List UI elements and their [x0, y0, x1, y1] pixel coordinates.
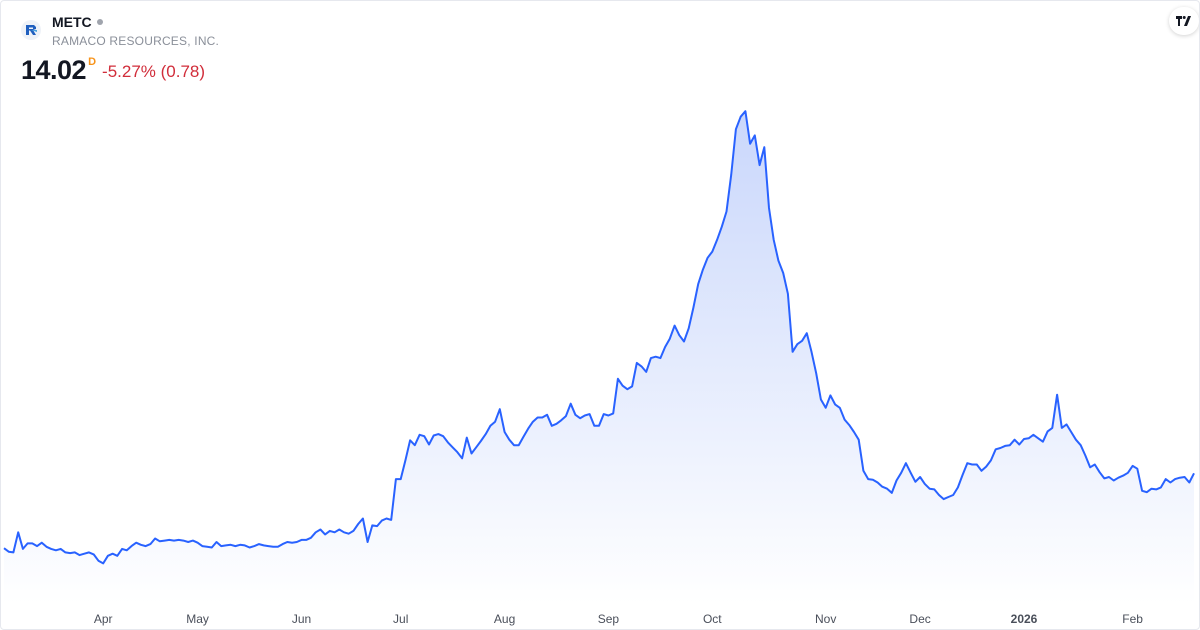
market-status-dot-icon	[96, 19, 103, 25]
price-area-fill	[4, 111, 1194, 604]
ramaco-logo-icon	[21, 20, 41, 40]
x-tick-label: Aug	[494, 612, 515, 626]
x-tick-label: Sep	[598, 612, 620, 626]
price-line[interactable]	[3, 110, 1195, 565]
x-tick-label: May	[186, 612, 209, 626]
x-tick-label: Jul	[393, 612, 408, 626]
price-row: 14.02 D -5.27% (0.78)	[21, 55, 205, 86]
tradingview-logo-icon[interactable]	[1169, 7, 1199, 35]
x-tick-label: Oct	[703, 612, 722, 626]
x-tick-label: Jun	[292, 612, 311, 626]
ticker-symbol[interactable]: METC	[52, 14, 92, 30]
company-name: RAMACO RESOURCES, INC.	[52, 34, 220, 48]
x-tick-label: Feb	[1122, 612, 1143, 626]
x-tick-label: Apr	[94, 612, 113, 626]
x-tick-label: Dec	[909, 612, 930, 626]
last-price: 14.02	[21, 55, 87, 85]
x-tick-label: Nov	[815, 612, 836, 626]
x-tick-label: 2026	[1011, 612, 1038, 626]
session-badge: D	[88, 56, 97, 68]
price-change: -5.27% (0.78)	[102, 62, 206, 81]
